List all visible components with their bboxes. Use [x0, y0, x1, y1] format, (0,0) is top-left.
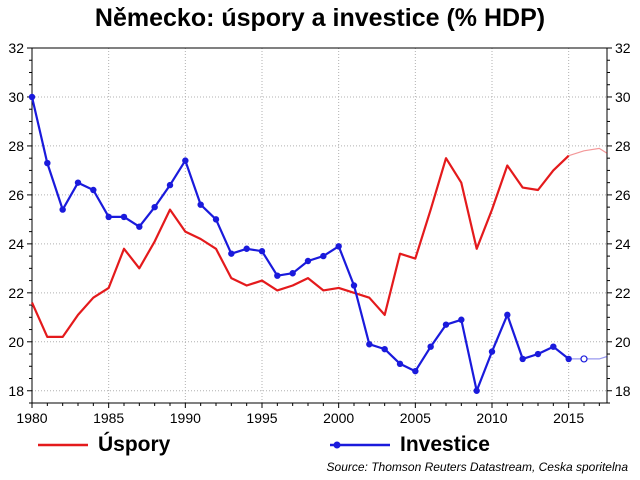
data-point-investment [44, 159, 51, 167]
data-point-investment [381, 345, 388, 353]
y-tick-label-right: 32 [615, 40, 631, 56]
data-point-investment [274, 272, 281, 279]
legend-label-savings: Úspory [98, 433, 171, 456]
legend-swatch-savings [38, 443, 88, 447]
data-point-investment [182, 157, 189, 164]
data-point-investment [166, 181, 174, 189]
data-point-investment [565, 355, 572, 363]
data-point-investment [458, 316, 465, 323]
data-point-investment [488, 348, 496, 355]
y-tick-label-right: 26 [615, 187, 631, 203]
grid [31, 47, 607, 403]
x-tick-label: 2010 [476, 410, 507, 426]
data-point-investment [519, 355, 526, 363]
y-tick-label-right: 30 [615, 89, 631, 105]
y-tick-label-left: 22 [8, 285, 24, 301]
y-tick-label-right: 28 [615, 138, 631, 154]
y-tick-label-left: 20 [8, 334, 24, 350]
y-tick-label-right: 20 [615, 334, 631, 350]
x-tick-label: 1995 [246, 410, 277, 426]
y-tick-label-left: 30 [8, 89, 24, 105]
data-point-investment [228, 250, 235, 257]
series-line-savings [30, 154, 570, 338]
x-tick-label: 2005 [400, 410, 431, 426]
x-tick-label: 2015 [553, 410, 584, 426]
data-point-investment [90, 186, 97, 194]
data-point-investment [396, 360, 404, 368]
data-point-investment [550, 343, 557, 350]
data-point-investment [136, 223, 143, 230]
y-tick-label-left: 28 [8, 138, 24, 154]
data-point-investment [105, 213, 112, 221]
y-tick-label-left: 24 [8, 236, 24, 252]
x-tick-label: 1980 [16, 410, 47, 426]
data-point-investment [366, 341, 373, 348]
x-tick-label: 1990 [170, 410, 201, 426]
y-tick-label-left: 18 [8, 383, 24, 399]
data-point-investment [412, 367, 419, 375]
legend-swatch-investment [330, 441, 390, 449]
data-point-investment [120, 213, 128, 221]
data-point-investment [473, 387, 480, 394]
data-point-investment [212, 216, 220, 223]
chart-title: Německo: úspory a investice (% HDP) [94, 4, 546, 32]
legend-item-investment: Investice [330, 430, 490, 460]
legend: Úspory Investice [0, 430, 640, 464]
data-point-investment [258, 248, 266, 255]
data-point-investment [504, 311, 511, 319]
data-point-investment [289, 270, 296, 277]
plot-frame [31, 47, 608, 404]
data-point-investment [427, 343, 434, 350]
y-tick-label-right: 24 [615, 236, 631, 252]
data-point-investment [335, 243, 342, 250]
data-point-investment [534, 350, 542, 358]
data-point-investment [304, 257, 312, 265]
data-point-investment [320, 252, 327, 260]
data-point-investment [151, 203, 158, 211]
legend-label-investment: Investice [400, 433, 490, 456]
x-tick-label: 2000 [323, 410, 354, 426]
series-layer [28, 93, 608, 394]
y-tick-label-left: 32 [8, 40, 24, 56]
forecast-point-investment [580, 355, 588, 363]
source-note: Source: Thomson Reuters Datastream, Cesk… [326, 460, 628, 474]
data-point-investment [350, 282, 358, 289]
y-tick-label-right: 18 [615, 383, 631, 399]
axis-ticks: 1980 1985 1990 1995 2000 2005 2010 2015 18 18 20 20… [8, 40, 630, 426]
data-point-investment [442, 321, 450, 328]
data-point-investment [243, 245, 250, 252]
legend-item-savings: Úspory [38, 430, 170, 460]
series-forecast-investment [568, 355, 608, 360]
data-point-investment [59, 206, 66, 213]
data-point-investment [28, 93, 36, 101]
data-point-investment [74, 179, 82, 186]
y-tick-label-left: 26 [8, 187, 24, 203]
series-forecast-savings [568, 147, 608, 157]
y-tick-label-right: 22 [615, 285, 631, 301]
data-point-investment [197, 201, 204, 208]
x-tick-label: 1985 [93, 410, 124, 426]
